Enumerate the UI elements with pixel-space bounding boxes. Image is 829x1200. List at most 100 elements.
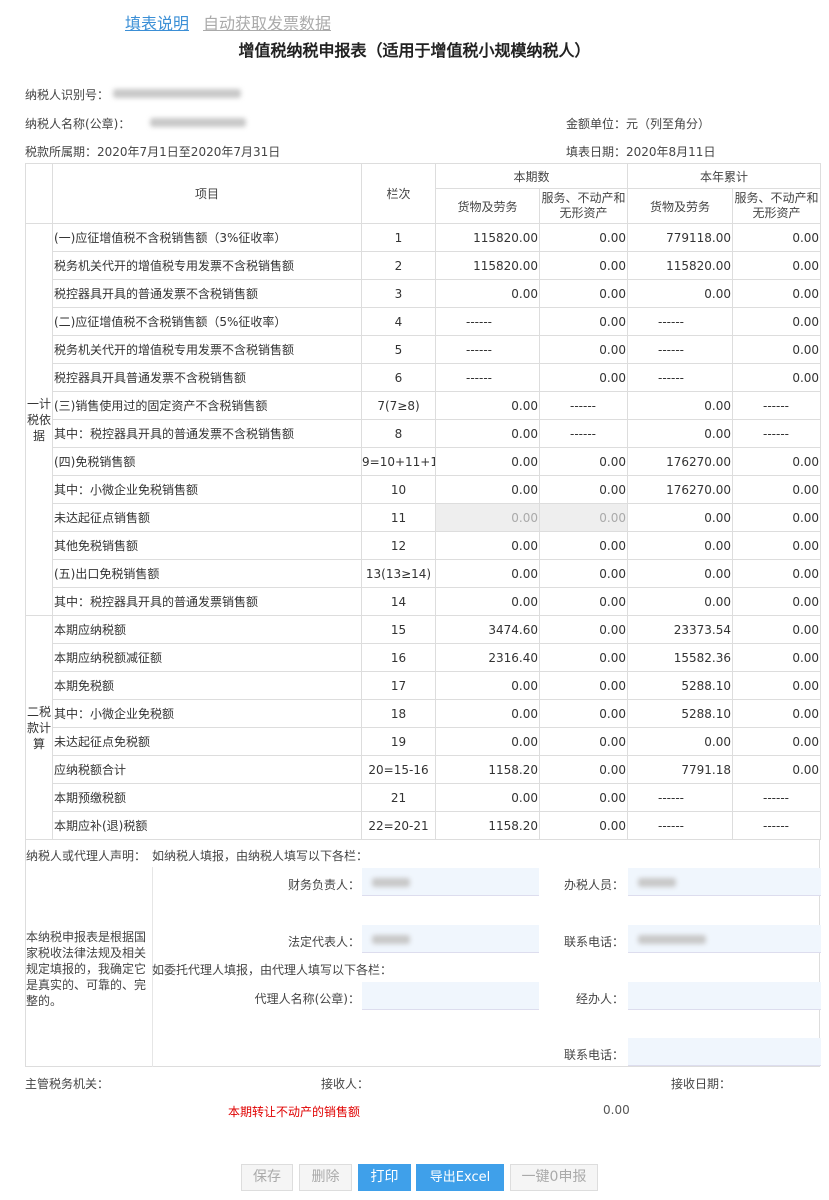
header-current-goods: 货物及劳务 [435,188,540,224]
current-services[interactable]: 0.00 [538,335,629,364]
ytd-services[interactable]: 0.00 [732,447,822,476]
header-ytd-goods: 货物及劳务 [627,188,734,224]
current-goods[interactable]: 0.00 [435,587,540,616]
ytd-services[interactable]: 0.00 [732,335,822,364]
current-goods[interactable]: 115820.00 [435,251,540,280]
agent-fill-note: 如委托代理人填报，由代理人填写以下各栏： [152,963,393,977]
current-goods[interactable]: 0.00 [435,419,540,448]
ytd-goods[interactable]: 115820.00 [627,251,734,280]
current-goods[interactable]: 115820.00 [435,223,540,252]
export-excel-button[interactable]: 导出Excel [416,1164,504,1191]
phone-input[interactable] [628,925,821,953]
item-name: 其中：税控器具开具的普通发票销售额 [52,587,362,616]
ytd-services[interactable]: 0.00 [732,559,822,588]
finance-head-input[interactable] [362,868,539,896]
current-goods[interactable]: 2316.40 [435,643,540,672]
current-services[interactable]: 0.00 [538,307,629,336]
current-goods[interactable]: 0.00 [435,671,540,700]
current-goods[interactable]: 3474.60 [435,615,540,644]
ytd-services[interactable]: 0.00 [732,587,822,616]
current-services[interactable]: 0.00 [538,587,629,616]
current-services[interactable]: 0.00 [538,279,629,308]
current-services[interactable]: 0.00 [538,223,629,252]
ytd-services[interactable]: 0.00 [732,727,822,756]
item-name: 本期应纳税额减征额 [52,643,362,672]
ytd-services[interactable]: 0.00 [732,531,822,560]
section-tax-basis: 一计税依据 [25,223,53,616]
current-services[interactable]: 0.00 [538,251,629,280]
delete-button[interactable]: 删除 [299,1164,352,1191]
ytd-goods[interactable]: 7791.18 [627,755,734,784]
ytd-goods[interactable]: 0.00 [627,587,734,616]
current-services[interactable]: 0.00 [538,475,629,504]
current-goods[interactable]: 1158.20 [435,755,540,784]
current-goods[interactable]: 0.00 [435,475,540,504]
ytd-goods[interactable]: 176270.00 [627,475,734,504]
ytd-services[interactable]: 0.00 [732,251,822,280]
agent-name-label: 代理人名称(公章)： [254,992,360,1006]
header-item: 项目 [52,163,362,224]
legal-rep-input[interactable] [362,925,539,953]
current-services[interactable]: 0.00 [538,363,629,392]
current-goods[interactable]: 0.00 [435,531,540,560]
current-services: ------ [538,419,629,448]
ytd-goods[interactable]: 779118.00 [627,223,734,252]
ytd-services[interactable]: 0.00 [732,755,822,784]
current-goods[interactable]: 0.00 [435,447,540,476]
current-goods[interactable]: 0.00 [435,391,540,420]
current-services[interactable]: 0.00 [538,559,629,588]
current-services[interactable]: 0.00 [538,671,629,700]
agent-name-input[interactable] [362,982,539,1010]
ytd-goods[interactable]: 0.00 [627,279,734,308]
handler-input[interactable] [628,982,821,1010]
current-goods[interactable]: 0.00 [435,783,540,812]
ytd-services[interactable]: 0.00 [732,615,822,644]
current-goods[interactable]: 0.00 [435,279,540,308]
current-services[interactable]: 0.00 [538,783,629,812]
current-services[interactable]: 0.00 [538,615,629,644]
ytd-goods[interactable]: 0.00 [627,531,734,560]
ytd-goods[interactable]: 23373.54 [627,615,734,644]
current-services[interactable]: 0.00 [538,811,629,840]
ytd-services[interactable]: 0.00 [732,223,822,252]
ytd-goods[interactable]: 5288.10 [627,699,734,728]
current-services[interactable]: 0.00 [538,531,629,560]
ytd-goods[interactable]: 0.00 [627,503,734,532]
ytd-services[interactable]: 0.00 [732,643,822,672]
ytd-services[interactable]: 0.00 [732,699,822,728]
current-goods[interactable]: 0.00 [435,559,540,588]
ytd-services[interactable]: 0.00 [732,363,822,392]
ytd-goods[interactable]: 0.00 [627,391,734,420]
print-button[interactable]: 打印 [358,1164,411,1191]
agent-phone-input[interactable] [628,1038,821,1066]
fill-instructions-link[interactable]: 填表说明 [125,14,190,33]
ytd-goods[interactable]: 176270.00 [627,447,734,476]
tax-officer-input[interactable] [628,868,821,896]
save-button[interactable]: 保存 [241,1164,293,1191]
ytd-goods[interactable]: 0.00 [627,727,734,756]
ytd-goods[interactable]: 15582.36 [627,643,734,672]
current-services[interactable]: 0.00 [538,643,629,672]
current-goods[interactable]: 0.00 [435,727,540,756]
line-number: 18 [361,699,436,728]
zero-declare-button[interactable]: 一键0申报 [510,1164,598,1191]
ytd-goods[interactable]: 0.00 [627,559,734,588]
ytd-goods[interactable]: 0.00 [627,419,734,448]
current-services[interactable]: 0.00 [538,447,629,476]
ytd-services[interactable]: 0.00 [732,475,822,504]
current-services[interactable]: 0.00 [538,699,629,728]
item-name: 应纳税额合计 [52,755,362,784]
current-goods[interactable]: 0.00 [435,699,540,728]
auto-fetch-invoice-link[interactable]: 自动获取发票数据 [203,14,332,33]
ytd-services[interactable]: 0.00 [732,307,822,336]
ytd-services[interactable]: 0.00 [732,671,822,700]
declaration-statement: 本纳税申报表是根据国家税收法律法规及相关规定填报的，我确定它是真实的、可靠的、完… [26,930,147,1008]
ytd-goods[interactable]: 5288.10 [627,671,734,700]
current-goods[interactable]: 1158.20 [435,811,540,840]
ytd-services[interactable]: 0.00 [732,279,822,308]
ytd-services[interactable]: 0.00 [732,503,822,532]
line-number: 1 [361,223,436,252]
current-services[interactable]: 0.00 [538,755,629,784]
current-services[interactable]: 0.00 [538,727,629,756]
item-name: 未达起征点免税额 [52,727,362,756]
